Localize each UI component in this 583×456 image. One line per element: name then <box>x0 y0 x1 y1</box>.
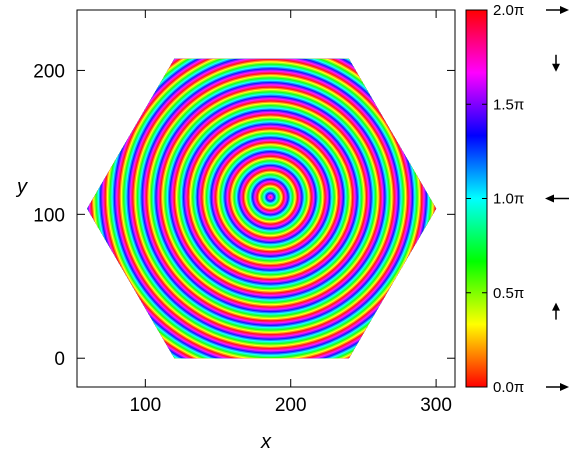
y-tick-label: 0 <box>54 349 65 370</box>
arrow-down-icon <box>552 54 560 72</box>
x-tick-label: 200 <box>275 395 307 416</box>
y-axis-ticks: 0 100 200 <box>33 61 455 370</box>
arrow-right-icon <box>546 6 569 14</box>
colorbar-tick-label: 2.0π <box>493 2 524 19</box>
x-axis-ticks: 100 200 300 <box>129 10 452 416</box>
colorbar-tick-label: 0.5π <box>493 285 524 302</box>
x-axis-label: x <box>260 431 272 453</box>
phase-ring-band <box>269 196 271 198</box>
arrow-right-icon <box>546 383 569 391</box>
arrow-up-icon <box>552 302 560 320</box>
x-tick-label: 100 <box>129 395 161 416</box>
colorbar-arrows <box>545 6 569 391</box>
phase-rings <box>87 58 437 359</box>
y-tick-label: 200 <box>33 61 65 82</box>
x-tick-label: 300 <box>420 395 452 416</box>
plot-frame <box>76 9 456 388</box>
y-axis-label: y <box>15 176 28 198</box>
colorbar-ticks: 0.0π 0.5π 1.0π 1.5π 2.0π <box>466 2 524 396</box>
heatmap-hexagon <box>87 58 437 359</box>
colorbar-tick-label: 1.5π <box>493 96 524 113</box>
colorbar-tick-label: 1.0π <box>493 191 524 208</box>
colorbar-tick-label: 0.0π <box>493 379 524 396</box>
y-tick-label: 100 <box>33 205 65 226</box>
arrow-left-icon <box>545 194 569 203</box>
